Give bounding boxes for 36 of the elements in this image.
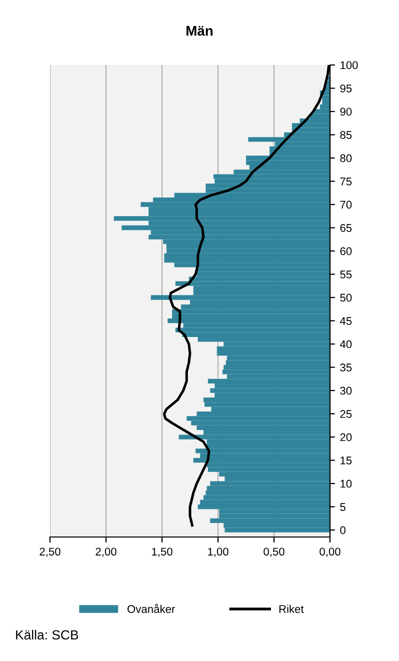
legend-label: Ovanåker xyxy=(128,604,175,613)
x-tick-label: 0,00 xyxy=(320,548,340,557)
bar xyxy=(122,225,330,230)
y-tick-label: 20 xyxy=(340,433,352,442)
text: Källa: SCB xyxy=(16,630,78,640)
y-tick-label: 95 xyxy=(340,84,352,92)
y-tick-label: 80 xyxy=(340,154,352,162)
y-tick-label: 75 xyxy=(340,178,352,186)
y-tick-label: 25 xyxy=(340,410,352,418)
bar xyxy=(168,318,330,324)
x-tick-label: 0,50 xyxy=(264,548,284,557)
bar xyxy=(198,504,330,510)
y-tick-label: 5 xyxy=(340,503,346,511)
legend-label: Riket xyxy=(279,604,304,613)
y-tick-label: 60 xyxy=(340,247,352,256)
y-tick-label: 70 xyxy=(340,200,352,209)
x-tick-label: 2,50 xyxy=(40,548,60,557)
y-tick-label: 65 xyxy=(340,224,352,232)
y-tick-label: 55 xyxy=(340,270,352,278)
x-tick-label: 2,00 xyxy=(96,548,116,557)
y-tick-label: 0 xyxy=(340,526,346,534)
y-tick-label: 40 xyxy=(340,340,352,348)
x-tick-label: 1,00 xyxy=(208,548,228,557)
bar xyxy=(193,458,330,463)
y-tick-label: 30 xyxy=(340,386,352,395)
y-tick-label: 10 xyxy=(340,480,352,488)
bar xyxy=(224,364,330,370)
y-tick-label: 90 xyxy=(340,108,352,116)
y-tick-label: 15 xyxy=(340,456,352,464)
y-tick-label: 35 xyxy=(340,364,352,372)
chart-title: Män xyxy=(186,26,213,36)
y-tick-label: 100 xyxy=(340,61,358,70)
x-tick-label: 1,50 xyxy=(152,548,172,557)
y-tick-label: 45 xyxy=(340,317,352,325)
y-tick-label: 50 xyxy=(340,294,352,302)
y-tick-label: 85 xyxy=(340,131,352,139)
